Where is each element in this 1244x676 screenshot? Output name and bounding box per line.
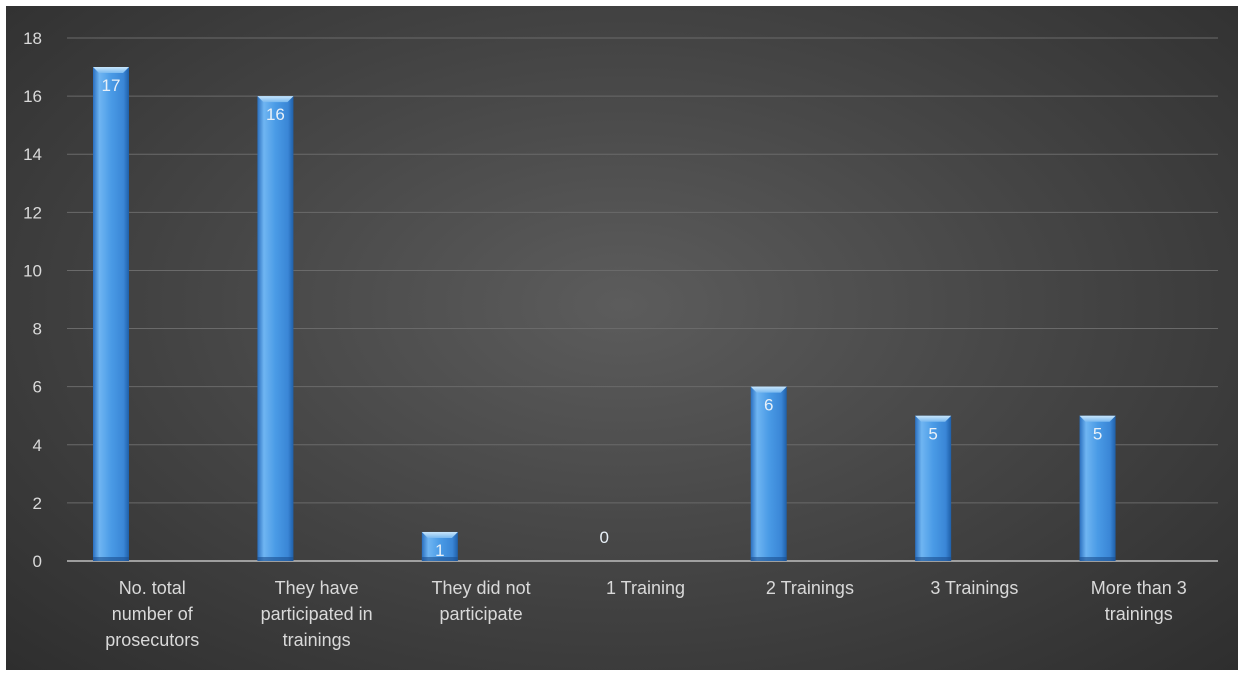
category-label: 2 Trainings — [766, 578, 854, 598]
category-label-line: 3 Trainings — [930, 578, 1018, 598]
data-label: 5 — [928, 425, 937, 444]
bar-cap — [915, 415, 952, 422]
bar — [915, 415, 952, 561]
category-label-line: 2 Trainings — [766, 578, 854, 598]
category-label: No. total number of prosecutors — [105, 578, 199, 650]
category-label-line: participated in — [261, 604, 373, 624]
bar — [1079, 415, 1116, 561]
category-label-line: participate — [440, 604, 523, 624]
category-label: They did not participate — [432, 578, 531, 624]
data-label: 5 — [1093, 425, 1102, 444]
category-label-line: More than 3 — [1091, 578, 1187, 598]
y-tick-label: 16 — [23, 87, 42, 106]
bar-base — [1079, 557, 1116, 561]
category-label-line: No. total — [119, 578, 186, 598]
data-label: 1 — [435, 541, 444, 560]
bar-cap — [750, 386, 787, 393]
bar — [750, 386, 787, 561]
y-tick-label: 6 — [33, 378, 42, 397]
bar-base — [750, 557, 787, 561]
bar — [257, 96, 294, 561]
bar-cap — [93, 67, 129, 74]
category-label: They have participated in trainings — [261, 578, 373, 650]
y-tick-label: 0 — [33, 552, 42, 571]
category-label: More than 3 trainings — [1091, 578, 1187, 624]
bar-cap — [1079, 415, 1116, 422]
data-label: 16 — [266, 105, 285, 124]
chart-area: 0 2 4 6 8 10 12 14 16 18 17 No. total number of prose… — [6, 6, 1238, 670]
bar-base — [421, 557, 458, 561]
bar-cap — [421, 531, 458, 538]
y-tick-label: 10 — [23, 261, 42, 280]
category-label: 3 Trainings — [930, 578, 1018, 598]
bar-base — [93, 557, 129, 561]
category-label-line: trainings — [1105, 604, 1173, 624]
y-tick-label: 14 — [23, 145, 42, 164]
data-label: 0 — [600, 528, 609, 547]
bar-base — [257, 557, 294, 561]
bar — [93, 67, 129, 562]
bar-cap — [257, 96, 294, 103]
bar-base — [915, 557, 952, 561]
category-label-line: trainings — [283, 630, 351, 650]
y-tick-label: 4 — [33, 436, 42, 455]
category-label: 1 Training — [606, 578, 685, 598]
y-tick-label: 8 — [33, 320, 42, 339]
data-label: 6 — [764, 396, 773, 415]
category-label-line: 1 Training — [606, 578, 685, 598]
y-tick-label: 12 — [23, 203, 42, 222]
category-label-line: They have — [275, 578, 359, 598]
category-label-line: prosecutors — [105, 630, 199, 650]
category-label-line: number of — [112, 604, 194, 624]
y-tick-label: 18 — [23, 29, 42, 48]
data-label: 17 — [102, 76, 121, 95]
y-tick-label: 2 — [33, 494, 42, 513]
category-label-line: They did not — [432, 578, 531, 598]
